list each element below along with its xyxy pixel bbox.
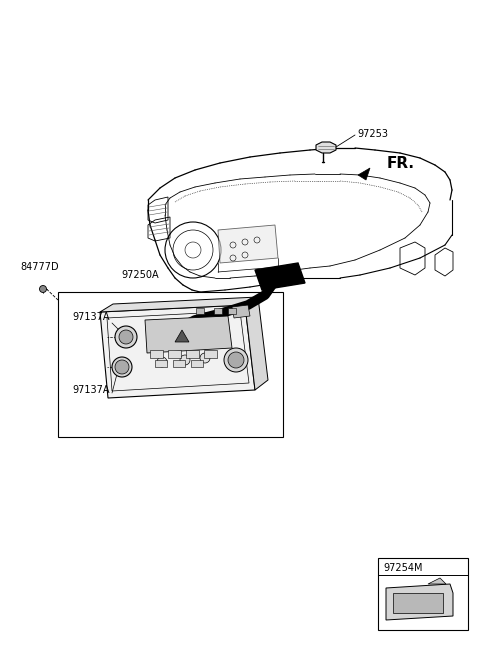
Bar bbox=[191, 360, 203, 367]
Bar bbox=[196, 308, 204, 314]
Bar bbox=[173, 360, 185, 367]
Polygon shape bbox=[232, 305, 250, 318]
Text: 97250A: 97250A bbox=[121, 270, 159, 280]
Circle shape bbox=[119, 330, 133, 344]
Bar bbox=[378, 558, 468, 630]
Bar bbox=[186, 350, 199, 358]
Circle shape bbox=[224, 348, 248, 372]
Polygon shape bbox=[386, 584, 453, 620]
Text: FR.: FR. bbox=[387, 156, 415, 171]
Bar bbox=[214, 308, 222, 314]
Polygon shape bbox=[100, 305, 255, 398]
Polygon shape bbox=[358, 168, 370, 180]
Bar bbox=[168, 350, 181, 358]
Polygon shape bbox=[255, 263, 305, 290]
Circle shape bbox=[200, 353, 210, 363]
Circle shape bbox=[228, 352, 244, 368]
Bar bbox=[204, 350, 217, 358]
Text: 84777D: 84777D bbox=[20, 262, 59, 272]
Circle shape bbox=[39, 286, 47, 292]
Circle shape bbox=[180, 355, 190, 365]
Text: 97254M: 97254M bbox=[383, 563, 422, 573]
Circle shape bbox=[115, 326, 137, 348]
Circle shape bbox=[115, 360, 129, 374]
Polygon shape bbox=[218, 225, 278, 263]
Polygon shape bbox=[100, 297, 258, 312]
Text: 97137A: 97137A bbox=[72, 385, 109, 395]
Bar bbox=[58, 292, 283, 437]
Polygon shape bbox=[245, 297, 268, 390]
Polygon shape bbox=[175, 330, 189, 342]
Circle shape bbox=[157, 357, 167, 367]
Text: 97137A: 97137A bbox=[72, 312, 109, 322]
Bar bbox=[393, 593, 443, 613]
Text: 97253: 97253 bbox=[357, 129, 388, 139]
Bar bbox=[150, 350, 163, 358]
Bar bbox=[228, 308, 236, 314]
Polygon shape bbox=[428, 578, 446, 584]
Polygon shape bbox=[316, 142, 336, 153]
Polygon shape bbox=[145, 316, 232, 353]
Bar bbox=[155, 360, 167, 367]
Circle shape bbox=[112, 357, 132, 377]
